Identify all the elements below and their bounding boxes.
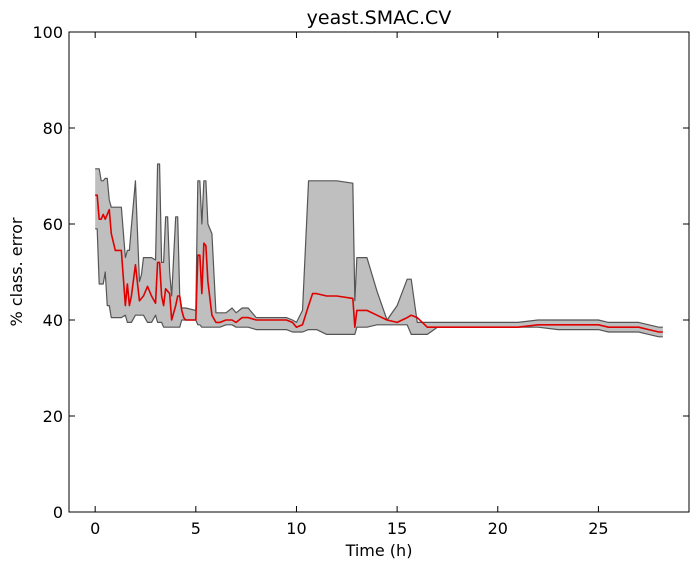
x-tick-label: 10: [286, 519, 306, 538]
x-tick-label: 5: [191, 519, 201, 538]
x-tick-label: 15: [387, 519, 407, 538]
y-tick-label: 20: [43, 407, 63, 426]
x-tick-label: 20: [488, 519, 508, 538]
ticks: 0 5 10 15 20 25 0 20 40 60 80 100: [32, 23, 689, 538]
band-upper-edge: [95, 163, 663, 328]
y-tick-label: 60: [43, 215, 63, 234]
x-tick-label: 25: [588, 519, 608, 538]
y-tick-label: 80: [43, 119, 63, 138]
chart-title: yeast.SMAC.CV: [307, 7, 452, 29]
x-axis-label: Time (h): [345, 541, 413, 560]
error-band: [95, 164, 663, 337]
plot-frame: [68, 31, 690, 513]
x-tick-label: 0: [90, 519, 100, 538]
plot-area: [95, 163, 663, 338]
y-tick-label: 100: [32, 23, 63, 42]
mean-line: [95, 194, 663, 333]
y-tick-label: 40: [43, 311, 63, 330]
y-tick-label: 0: [53, 503, 63, 522]
y-axis-label: % class. error: [7, 217, 26, 326]
